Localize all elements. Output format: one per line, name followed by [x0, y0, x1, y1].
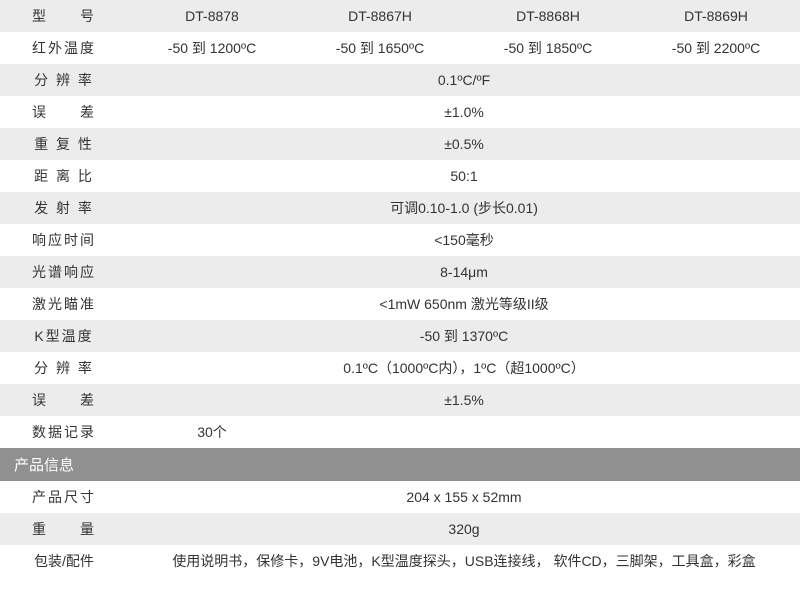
- label-repeat: 重 复 性: [0, 128, 128, 160]
- model-3: DT-8869H: [632, 0, 800, 32]
- empty-cell: [632, 416, 800, 448]
- label-error: 误 差: [0, 96, 128, 128]
- row-ktype: K型温度 -50 到 1370ºC: [0, 320, 800, 352]
- value-error: ±1.0%: [128, 96, 800, 128]
- model-0: DT-8878: [128, 0, 296, 32]
- row-infrared: 红外温度 -50 到 1200ºC -50 到 1650ºC -50 到 185…: [0, 32, 800, 64]
- value-resolution: 0.1ºC/ºF: [128, 64, 800, 96]
- label-distance: 距 离 比: [0, 160, 128, 192]
- section-product-header: 产品信息: [0, 448, 800, 481]
- row-repeat: 重 复 性 ±0.5%: [0, 128, 800, 160]
- value-ktype: -50 到 1370ºC: [128, 320, 800, 352]
- value-weight: 320g: [128, 513, 800, 545]
- label-resolution2: 分 辨 率: [0, 352, 128, 384]
- value-emissivity: 可调0.10-1.0 (步长0.01): [128, 192, 800, 224]
- row-model-header: 型 号 DT-8878 DT-8867H DT-8868H DT-8869H: [0, 0, 800, 32]
- label-infrared: 红外温度: [0, 32, 128, 64]
- value-package: 使用说明书，保修卡，9V电池，K型温度探头，USB连接线， 软件CD，三脚架，工…: [128, 545, 800, 577]
- infrared-3: -50 到 2200ºC: [632, 32, 800, 64]
- row-resolution2: 分 辨 率 0.1ºC（1000ºC内），1ºC（超1000ºC）: [0, 352, 800, 384]
- label-package: 包装/配件: [0, 545, 128, 577]
- row-error: 误 差 ±1.0%: [0, 96, 800, 128]
- label-spectral: 光谱响应: [0, 256, 128, 288]
- label-error2: 误 差: [0, 384, 128, 416]
- row-datalog: 数据记录 30个: [0, 416, 800, 448]
- value-spectral: 8-14μm: [128, 256, 800, 288]
- value-datalog: 30个: [128, 416, 296, 448]
- model-1: DT-8867H: [296, 0, 464, 32]
- row-response: 响应时间 <150毫秒: [0, 224, 800, 256]
- label-emissivity: 发 射 率: [0, 192, 128, 224]
- value-resolution2: 0.1ºC（1000ºC内），1ºC（超1000ºC）: [128, 352, 800, 384]
- label-response: 响应时间: [0, 224, 128, 256]
- row-error2: 误 差 ±1.5%: [0, 384, 800, 416]
- infrared-2: -50 到 1850ºC: [464, 32, 632, 64]
- row-emissivity: 发 射 率 可调0.10-1.0 (步长0.01): [0, 192, 800, 224]
- label-ktype: K型温度: [0, 320, 128, 352]
- row-section-product: 产品信息: [0, 448, 800, 481]
- label-resolution: 分 辨 率: [0, 64, 128, 96]
- model-2: DT-8868H: [464, 0, 632, 32]
- row-distance: 距 离 比 50:1: [0, 160, 800, 192]
- row-laser: 激光瞄准 <1mW 650nm 激光等级II级: [0, 288, 800, 320]
- value-repeat: ±0.5%: [128, 128, 800, 160]
- label-size: 产品尺寸: [0, 481, 128, 513]
- value-response: <150毫秒: [128, 224, 800, 256]
- row-size: 产品尺寸 204 x 155 x 52mm: [0, 481, 800, 513]
- empty-cell: [464, 416, 632, 448]
- label-datalog: 数据记录: [0, 416, 128, 448]
- value-error2: ±1.5%: [128, 384, 800, 416]
- infrared-1: -50 到 1650ºC: [296, 32, 464, 64]
- value-size: 204 x 155 x 52mm: [128, 481, 800, 513]
- infrared-0: -50 到 1200ºC: [128, 32, 296, 64]
- row-weight: 重 量 320g: [0, 513, 800, 545]
- row-spectral: 光谱响应 8-14μm: [0, 256, 800, 288]
- row-package: 包装/配件 使用说明书，保修卡，9V电池，K型温度探头，USB连接线， 软件CD…: [0, 545, 800, 577]
- label-weight: 重 量: [0, 513, 128, 545]
- value-distance: 50:1: [128, 160, 800, 192]
- value-laser: <1mW 650nm 激光等级II级: [128, 288, 800, 320]
- label-laser: 激光瞄准: [0, 288, 128, 320]
- empty-cell: [296, 416, 464, 448]
- row-resolution: 分 辨 率 0.1ºC/ºF: [0, 64, 800, 96]
- label-model: 型 号: [0, 0, 128, 32]
- spec-table: 型 号 DT-8878 DT-8867H DT-8868H DT-8869H 红…: [0, 0, 800, 577]
